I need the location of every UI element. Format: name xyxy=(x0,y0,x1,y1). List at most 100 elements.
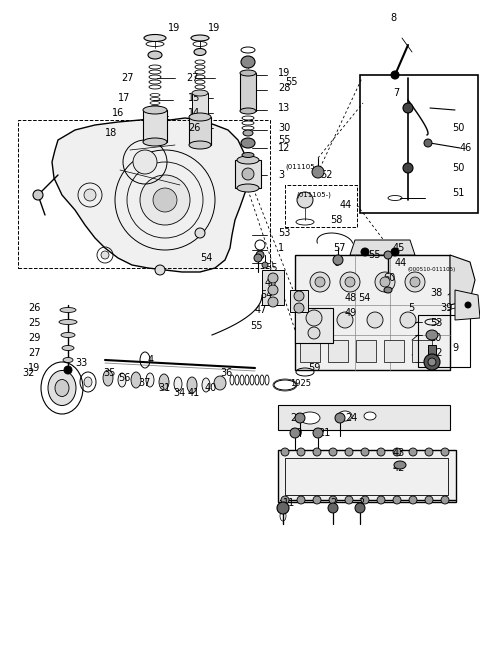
Text: 25: 25 xyxy=(28,318,40,328)
Circle shape xyxy=(345,277,355,287)
Ellipse shape xyxy=(240,108,256,114)
Ellipse shape xyxy=(59,320,77,324)
Text: 28: 28 xyxy=(278,83,290,93)
Circle shape xyxy=(290,428,300,438)
Circle shape xyxy=(329,496,337,504)
Text: 5: 5 xyxy=(408,303,414,313)
Ellipse shape xyxy=(254,254,262,262)
Text: 29: 29 xyxy=(28,333,40,343)
Text: 35: 35 xyxy=(103,368,115,378)
Ellipse shape xyxy=(143,138,167,146)
Bar xyxy=(285,458,448,495)
Ellipse shape xyxy=(192,90,208,96)
Ellipse shape xyxy=(131,372,141,388)
Circle shape xyxy=(153,188,177,212)
Text: 33: 33 xyxy=(75,358,87,368)
Text: 15: 15 xyxy=(188,93,200,103)
Ellipse shape xyxy=(426,330,438,340)
Text: 19: 19 xyxy=(208,23,220,33)
Bar xyxy=(192,93,208,115)
Ellipse shape xyxy=(55,379,69,396)
Text: 48: 48 xyxy=(265,278,277,288)
Ellipse shape xyxy=(144,35,166,41)
Text: 55: 55 xyxy=(285,77,298,87)
Text: 3: 3 xyxy=(278,170,284,180)
Text: 19: 19 xyxy=(168,23,180,33)
Text: 21: 21 xyxy=(318,428,330,438)
Text: 48: 48 xyxy=(345,293,357,303)
Ellipse shape xyxy=(364,412,376,420)
Circle shape xyxy=(297,448,305,456)
Circle shape xyxy=(405,272,425,292)
Circle shape xyxy=(337,312,353,328)
Circle shape xyxy=(256,251,264,259)
Text: 1925: 1925 xyxy=(290,379,311,388)
Bar xyxy=(300,340,320,362)
Text: 47: 47 xyxy=(255,305,267,315)
Text: 22: 22 xyxy=(430,348,443,358)
Circle shape xyxy=(425,448,433,456)
Circle shape xyxy=(310,272,330,292)
Text: 1: 1 xyxy=(278,243,284,253)
Bar xyxy=(384,340,404,362)
Text: 11: 11 xyxy=(283,498,295,508)
Bar xyxy=(240,73,256,111)
Bar xyxy=(418,315,470,367)
Text: 24: 24 xyxy=(345,413,358,423)
Circle shape xyxy=(195,228,205,238)
Text: 36: 36 xyxy=(220,368,232,378)
Text: 53: 53 xyxy=(430,318,443,328)
Ellipse shape xyxy=(240,70,256,76)
Circle shape xyxy=(410,277,420,287)
Circle shape xyxy=(345,496,353,504)
Circle shape xyxy=(268,285,278,295)
Ellipse shape xyxy=(194,48,206,56)
Circle shape xyxy=(391,248,399,256)
Circle shape xyxy=(308,327,320,339)
Circle shape xyxy=(64,366,72,374)
Text: 34: 34 xyxy=(173,388,185,398)
Bar xyxy=(143,110,167,142)
Circle shape xyxy=(409,496,417,504)
Ellipse shape xyxy=(202,378,210,392)
Text: 37: 37 xyxy=(138,378,150,388)
Text: 16: 16 xyxy=(112,108,124,118)
Ellipse shape xyxy=(237,184,259,192)
Text: 38: 38 xyxy=(430,288,442,298)
Text: 56: 56 xyxy=(118,373,131,383)
Bar xyxy=(295,255,450,370)
Text: 9: 9 xyxy=(452,343,458,353)
Bar xyxy=(18,120,270,268)
Circle shape xyxy=(424,139,432,147)
Bar xyxy=(285,185,357,227)
Circle shape xyxy=(101,251,109,259)
Ellipse shape xyxy=(424,354,440,370)
Ellipse shape xyxy=(403,103,413,113)
Bar xyxy=(290,290,308,312)
Ellipse shape xyxy=(143,106,167,114)
Text: 44: 44 xyxy=(340,200,352,210)
Text: 12: 12 xyxy=(278,143,290,153)
Text: 6: 6 xyxy=(333,258,339,268)
Circle shape xyxy=(400,312,416,328)
Text: 43: 43 xyxy=(393,448,405,458)
Polygon shape xyxy=(52,118,248,272)
Circle shape xyxy=(268,297,278,307)
Text: 53: 53 xyxy=(278,228,290,238)
Ellipse shape xyxy=(191,35,209,41)
Circle shape xyxy=(377,496,385,504)
Text: 27: 27 xyxy=(28,348,40,358)
Circle shape xyxy=(361,248,369,256)
Circle shape xyxy=(465,302,471,308)
Circle shape xyxy=(367,312,383,328)
Text: 60: 60 xyxy=(383,273,395,283)
Circle shape xyxy=(33,190,43,200)
Text: 59: 59 xyxy=(308,363,320,373)
Circle shape xyxy=(313,428,323,438)
Ellipse shape xyxy=(384,251,392,259)
Polygon shape xyxy=(455,290,480,320)
Circle shape xyxy=(294,291,304,301)
Circle shape xyxy=(140,175,190,225)
Circle shape xyxy=(302,312,318,328)
Bar xyxy=(235,160,261,188)
